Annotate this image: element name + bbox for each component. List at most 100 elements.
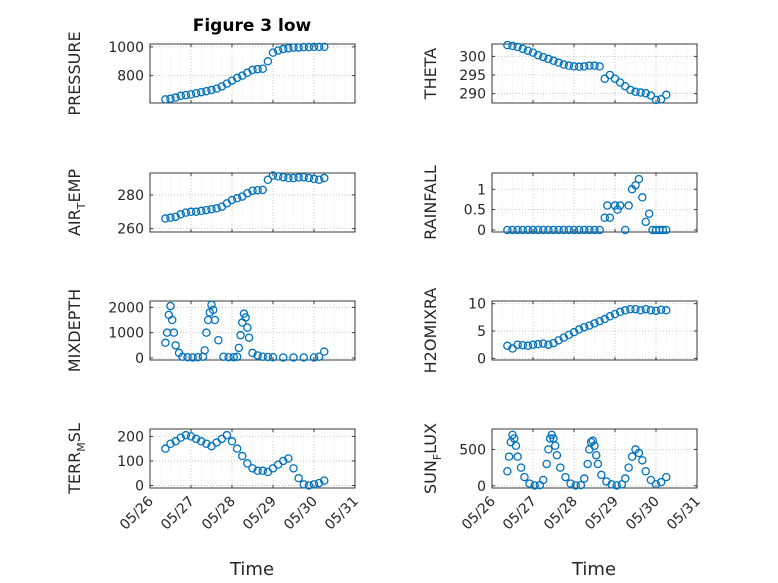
data-point: [193, 352, 203, 362]
data-point: [624, 463, 633, 472]
data-point: [600, 213, 610, 223]
axes-box: [149, 43, 356, 104]
y-axis-label: RAINFALL: [421, 165, 440, 240]
data-point: [513, 225, 522, 235]
data-point: [258, 352, 267, 361]
data-point: [523, 225, 533, 235]
data-point: [626, 85, 635, 95]
data-point: [638, 456, 647, 465]
data-point: [176, 433, 185, 442]
y-axis-label: H2OMIXRA: [421, 288, 440, 374]
data-point: [656, 95, 666, 104]
data-point: [656, 477, 666, 487]
data-point: [232, 194, 242, 203]
data-point: [634, 174, 644, 184]
data-point: [164, 310, 174, 320]
x-tick-label: 05/29: [240, 494, 280, 534]
data-point: [268, 352, 278, 362]
data-point: [202, 205, 211, 215]
data-point: [207, 204, 216, 214]
data-point: [304, 481, 314, 490]
data-point: [227, 437, 237, 446]
data-point: [169, 328, 179, 337]
data-point: [232, 352, 242, 361]
data-point: [181, 208, 191, 217]
data-point: [232, 73, 242, 83]
data-point: [294, 173, 303, 182]
data-point: [210, 315, 220, 325]
y-tick-label: 10: [468, 297, 486, 313]
y-axis-label: SUNFLUX: [421, 423, 444, 494]
data-point: [656, 305, 666, 314]
data-point: [504, 452, 514, 461]
data-point: [258, 64, 267, 74]
subplot-terr_msl: 0 100 200 05/26 05/27 05/28 05/29 05/30 05/31 TER…: [65, 423, 362, 533]
data-point: [196, 87, 206, 97]
data-point: [588, 436, 598, 445]
data-point: [176, 91, 185, 101]
y-tick-label: 290: [459, 87, 486, 103]
data-point: [243, 188, 252, 198]
data-point: [196, 206, 206, 216]
data-point: [200, 346, 209, 355]
y-tick-label: 5: [477, 324, 486, 340]
y-tick-label: 1: [477, 182, 486, 198]
data-point: [544, 445, 553, 454]
data-point: [171, 341, 180, 350]
data-point: [539, 225, 548, 235]
y-tick-label: 0: [477, 479, 486, 495]
data-point: [508, 225, 517, 235]
data-point: [203, 315, 213, 325]
data-point: [621, 306, 630, 315]
data-point: [585, 225, 594, 235]
data-point: [585, 321, 594, 330]
data-point: [176, 210, 185, 219]
data-point: [263, 352, 273, 362]
data-point: [171, 212, 180, 222]
y-axis-label-rest: EMP: [65, 169, 84, 203]
data-point: [583, 459, 592, 469]
data-point: [222, 430, 232, 440]
axes-box: [491, 172, 698, 233]
y-axis-label-main: RAINFALL: [421, 165, 440, 240]
data-point: [202, 86, 211, 96]
data-point: [607, 480, 616, 489]
data-point: [273, 460, 283, 469]
y-tick-label: 260: [117, 222, 144, 238]
data-point: [186, 432, 196, 441]
data-point: [248, 186, 257, 195]
data-point: [508, 41, 517, 51]
data-point: [615, 307, 625, 317]
y-tick-label: 800: [117, 69, 144, 85]
data-point: [600, 74, 610, 83]
axes-box: [491, 43, 698, 104]
data-point: [263, 467, 273, 477]
y-axis-label-main: TERR: [65, 452, 84, 495]
y-axis-label-subscript: F: [431, 454, 444, 460]
subplot-theta: 290 295 300 THETA: [421, 40, 698, 105]
data-point: [253, 466, 262, 476]
data-point: [284, 44, 293, 53]
data-point: [511, 441, 521, 451]
axes-box: [149, 172, 356, 233]
data-point: [627, 452, 637, 461]
data-point: [651, 480, 661, 489]
data-point: [278, 172, 288, 182]
data-point: [248, 348, 257, 358]
data-point: [188, 353, 197, 362]
data-point: [319, 476, 329, 485]
data-point: [178, 352, 187, 361]
data-point: [171, 93, 180, 102]
data-point: [513, 452, 522, 461]
data-point: [641, 304, 651, 314]
data-point: [585, 61, 594, 70]
data-point: [615, 78, 625, 87]
data-point: [516, 463, 526, 472]
data-point: [603, 201, 612, 210]
data-point: [651, 306, 661, 316]
data-point: [513, 42, 522, 52]
data-point: [590, 225, 599, 235]
data-point: [518, 340, 528, 350]
data-point: [580, 474, 589, 483]
